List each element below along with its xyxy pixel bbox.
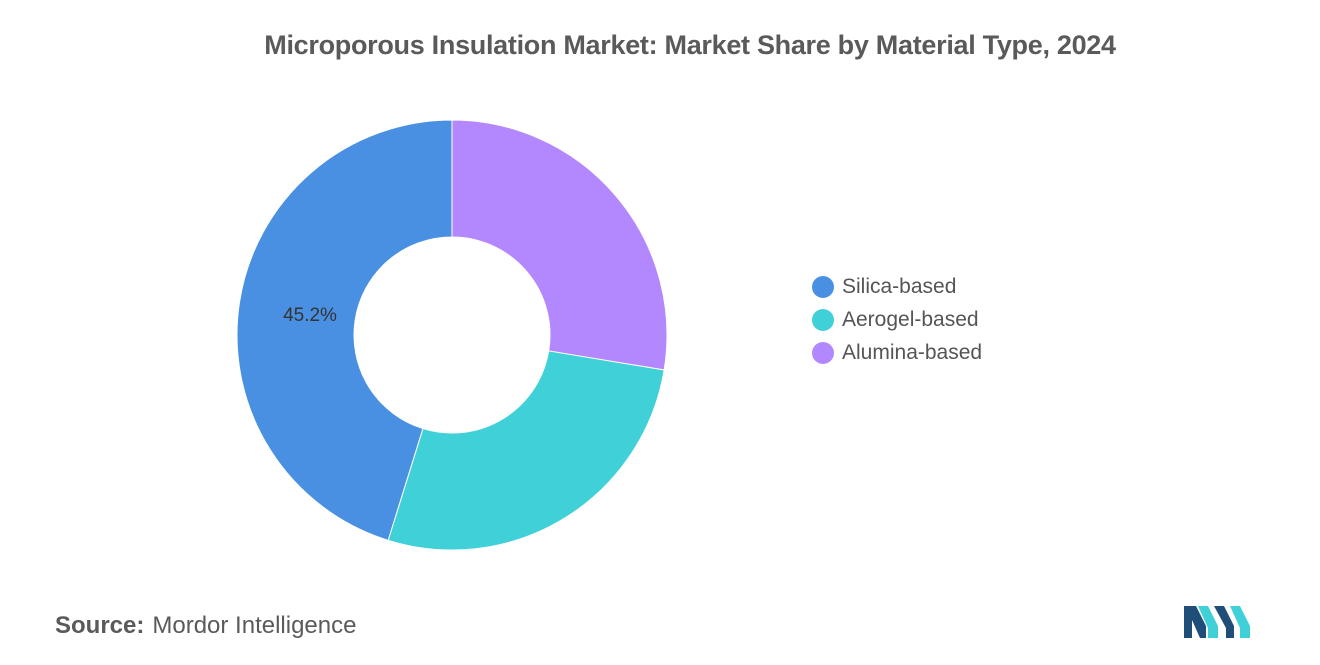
legend-swatch [812,308,834,331]
legend-label: Alumina-based [842,340,983,364]
legend-item-silica-based: Silica-based [812,270,982,303]
legend-swatch [812,275,834,298]
donut-slice-alumina-based [451,119,668,371]
source-label: Source: [55,612,145,639]
legend-label: Aerogel-based [842,307,979,331]
chart-legend: Silica-based Aerogel-based Alumina-based [812,270,982,369]
source-note: Source: Mordor Intelligence [55,612,356,640]
legend-item-alumina-based: Alumina-based [812,336,982,369]
mordor-intelligence-logo-icon [1184,606,1250,638]
donut-slice-aerogel-based [387,350,665,551]
donut-slice-silica-based [236,119,453,541]
legend-item-aerogel-based: Aerogel-based [812,303,982,336]
donut-chart: 45.2% [236,119,668,551]
legend-swatch [812,341,834,364]
legend-label: Silica-based [842,274,957,298]
source-text: Mordor Intelligence [152,612,357,639]
donut-data-labels: 45.2% [283,305,337,326]
chart-title: Microporous Insulation Market: Market Sh… [264,30,1116,60]
donut-slices [236,119,668,551]
data-label-silica-based: 45.2% [283,305,337,326]
